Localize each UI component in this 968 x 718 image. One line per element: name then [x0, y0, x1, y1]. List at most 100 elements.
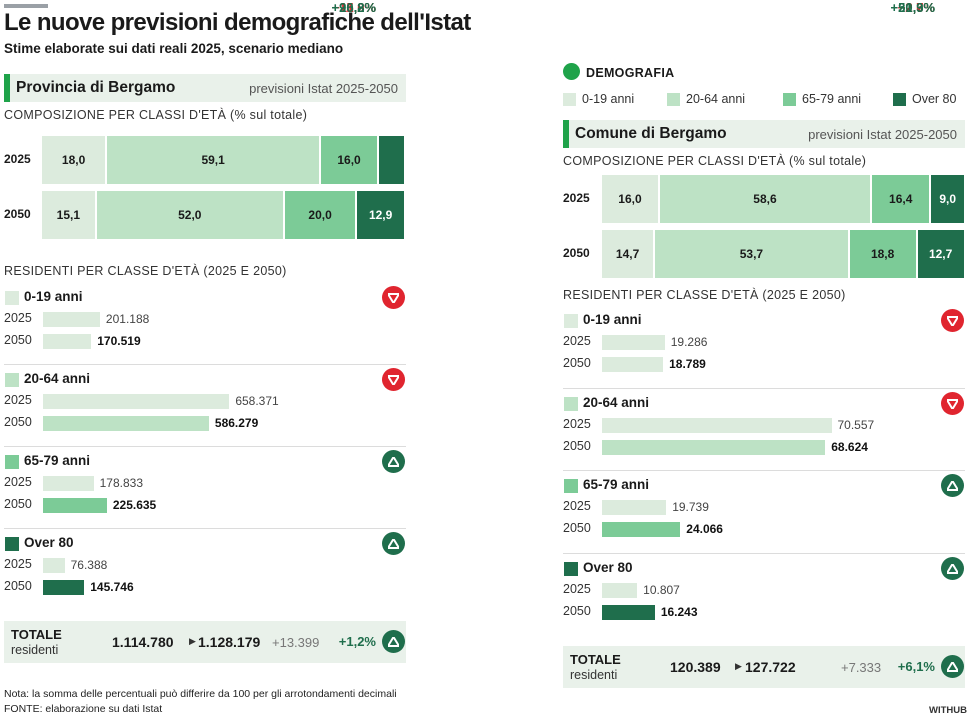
group-label: 65-79 anni — [24, 453, 91, 468]
arrow-right-icon: ▶ — [735, 661, 742, 671]
panel-header-comune: Comune di Bergamo previsioni Istat 2025-… — [563, 120, 965, 148]
stacked-segment: 16,0 — [602, 175, 660, 223]
year-label: 2025 — [4, 152, 31, 166]
stacked-segment: 12,9 — [357, 191, 404, 239]
value-label: 76.388 — [70, 558, 108, 572]
triangle-shape — [388, 374, 399, 385]
total-change: +1,2% — [338, 634, 376, 649]
legend-label: 65-79 anni — [802, 92, 862, 106]
year-label: 2025 — [563, 417, 591, 431]
year-label: 2050 — [563, 246, 590, 260]
arrow-up-icon — [941, 474, 964, 497]
value-bar — [602, 583, 638, 598]
group-label: Over 80 — [583, 560, 633, 575]
stacked-segment: 18,8 — [849, 230, 918, 278]
page-title: Le nuove previsioni demografiche dell'Is… — [4, 9, 471, 36]
value-bar — [602, 522, 681, 537]
year-label: 2050 — [4, 415, 32, 429]
group-divider — [4, 364, 406, 365]
stacked-segment: 18,0 — [42, 136, 108, 184]
year-label: 2050 — [563, 439, 591, 453]
triangle-shape — [947, 398, 958, 409]
triangle-glyph — [947, 563, 958, 574]
triangle-glyph — [388, 374, 399, 385]
triangle-shape — [388, 292, 399, 303]
triangle-shape — [947, 315, 958, 326]
panel-header-provincia: Provincia di Bergamo previsioni Istat 20… — [4, 74, 406, 102]
group-change: −2,6% — [897, 0, 935, 15]
group-divider — [4, 446, 406, 447]
value-label: 178.833 — [99, 476, 143, 490]
value-label: 658.371 — [235, 394, 279, 408]
value-bar — [602, 357, 664, 372]
year-label: 2050 — [563, 356, 591, 370]
year-label: 2025 — [563, 191, 590, 205]
triangle-glyph — [388, 636, 399, 647]
brand-dot-icon — [563, 63, 580, 80]
stacked-segment: 58,6 — [659, 175, 873, 223]
group-change: −15,2% — [331, 0, 376, 15]
page-subtitle: Stime elaborate sui dati reali 2025, sce… — [4, 41, 344, 56]
value-label: 586.279 — [214, 416, 259, 430]
value-label: 19.286 — [670, 335, 708, 349]
total-to: 1.128.179 — [198, 634, 261, 650]
legend-label: Over 80 — [912, 92, 957, 106]
stacked-segment: 9,0 — [931, 175, 964, 223]
total-to: 127.722 — [745, 659, 796, 675]
group-divider — [563, 553, 965, 554]
section-label-composition: COMPOSIZIONE PER CLASSI D'ETÀ (% sul tot… — [563, 154, 867, 168]
value-label: 16.243 — [660, 605, 698, 619]
total-delta: +7.333 — [841, 660, 882, 675]
group-swatch — [5, 291, 19, 305]
triangle-shape — [388, 538, 399, 549]
section-label-residents: RESIDENTI PER CLASSE D'ETÀ (2025 E 2050) — [563, 288, 846, 302]
arrow-down-icon — [941, 309, 964, 332]
group-change: −11,0% — [332, 0, 376, 15]
credit-label: WITHUB — [929, 705, 967, 716]
value-label: 68.624 — [831, 440, 868, 454]
year-label: 2050 — [563, 521, 591, 535]
stacked-segment: 16,4 — [872, 175, 932, 223]
stacked-bar-row: 18,0 59,1 16,0 — [42, 136, 404, 184]
group-change: −2,7% — [897, 0, 935, 15]
stacked-bar-row: 14,7 53,7 18,8 12,7 — [602, 230, 964, 278]
top-accent-bar — [4, 4, 48, 8]
year-label: 2050 — [563, 604, 591, 618]
panel-title: Provincia di Bergamo — [16, 79, 176, 96]
footnote: Nota: la somma delle percentuali può dif… — [4, 688, 397, 700]
group-change: +90,8% — [331, 0, 376, 15]
group-change: +26,2% — [331, 0, 376, 15]
stacked-segment: 15,1 — [42, 191, 97, 239]
year-label: 2025 — [563, 334, 591, 348]
legend-swatch — [783, 93, 796, 106]
group-label: 65-79 anni — [583, 477, 650, 492]
group-swatch — [564, 479, 578, 493]
triangle-glyph — [947, 480, 958, 491]
panel-title: Comune di Bergamo — [575, 125, 727, 142]
arrow-down-icon — [382, 368, 405, 391]
triangle-shape — [947, 661, 958, 672]
stacked-segment: 16,0 — [321, 136, 379, 184]
value-label: 19.739 — [672, 500, 709, 514]
group-divider — [4, 528, 406, 529]
section-label-composition: COMPOSIZIONE PER CLASSI D'ETÀ (% sul tot… — [4, 108, 308, 122]
total-subtitle: residenti — [570, 668, 618, 682]
stacked-segment: 14,7 — [602, 230, 656, 278]
triangle-glyph — [388, 456, 399, 467]
stacked-segment: 12,7 — [917, 230, 964, 278]
triangle-glyph — [947, 661, 958, 672]
arrow-up-icon — [382, 532, 405, 555]
value-bar — [43, 476, 94, 491]
total-title: TOTALE — [570, 652, 621, 667]
group-swatch — [5, 455, 19, 469]
triangle-glyph — [947, 315, 958, 326]
value-bar — [43, 312, 100, 327]
group-divider — [563, 470, 965, 471]
year-label: 2025 — [563, 582, 591, 596]
legend-swatch — [893, 93, 906, 106]
stacked-segment: 59,1 — [107, 136, 322, 184]
value-bar — [43, 558, 65, 573]
arrow-up-icon — [382, 630, 405, 653]
legend-label: 20-64 anni — [686, 92, 746, 106]
group-divider — [563, 388, 965, 389]
